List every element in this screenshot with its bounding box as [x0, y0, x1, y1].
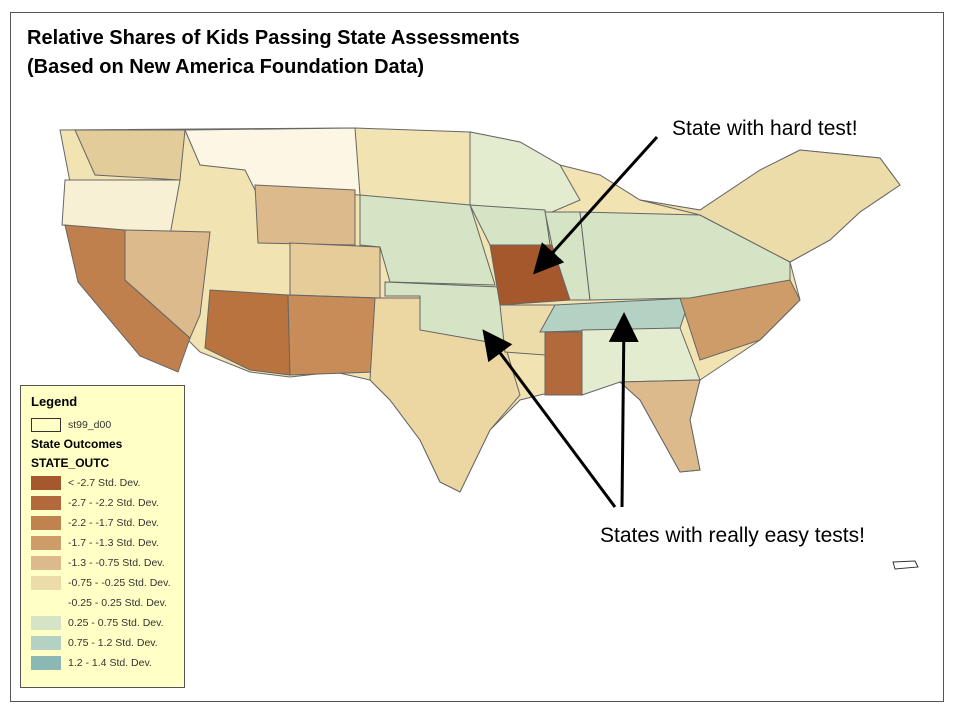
legend-boundary: st99_d00: [31, 415, 184, 435]
legend-class-label: -2.2 - -1.7 Std. Dev.: [68, 517, 159, 529]
legend-swatch: [31, 536, 61, 550]
legend-classes: < -2.7 Std. Dev. -2.7 - -2.2 Std. Dev. -2.…: [31, 473, 184, 673]
legend-class-label: 0.25 - 0.75 Std. Dev.: [68, 617, 164, 629]
legend-class-label: < -2.7 Std. Dev.: [68, 477, 141, 489]
legend-swatch: [31, 656, 61, 670]
title-line-1: Relative Shares of Kids Passing State As…: [27, 27, 520, 49]
state-new-mexico: [287, 294, 376, 376]
legend: Legend st99_d00 State Outcomes STATE_OUT…: [20, 385, 185, 688]
legend-swatch: [31, 616, 61, 630]
state-wyoming: [254, 184, 356, 246]
state-florida: [618, 379, 701, 473]
legend-class-label: 1.2 - 1.4 Std. Dev.: [68, 657, 152, 669]
legend-class: 0.75 - 1.2 Std. Dev.: [31, 633, 184, 653]
legend-swatch: [31, 636, 61, 650]
legend-field: STATE_OUTC: [31, 456, 110, 470]
legend-swatch: [31, 556, 61, 570]
legend-class: < -2.7 Std. Dev.: [31, 473, 184, 493]
legend-layer-title: State Outcomes: [31, 437, 123, 451]
legend-boundary-label: st99_d00: [68, 419, 112, 431]
state-colorado: [289, 242, 381, 299]
legend-swatch: [31, 418, 61, 432]
legend-class: -0.75 - -0.25 Std. Dev.: [31, 573, 184, 593]
legend-class-label: 0.75 - 1.2 Std. Dev.: [68, 637, 158, 649]
state-nevada: [124, 229, 211, 339]
arrow-easy-test-oklahoma: [482, 329, 617, 508]
legend-swatch: [31, 516, 61, 530]
title-line-2: (Based on New America Foundation Data): [27, 56, 425, 78]
legend-swatch: [31, 576, 61, 590]
legend-title: Legend: [31, 394, 78, 409]
legend-swatch: [31, 596, 61, 610]
legend-class-label: -1.3 - -0.75 Std. Dev.: [68, 557, 165, 569]
legend-class-label: -1.7 - -1.3 Std. Dev.: [68, 537, 159, 549]
legend-class-label: -2.7 - -2.2 Std. Dev.: [68, 497, 159, 509]
state-minnesota-wisconsin: [469, 131, 581, 216]
legend-class: -1.7 - -1.3 Std. Dev.: [31, 533, 184, 553]
legend-swatch: [31, 476, 61, 490]
state-illinois: [544, 211, 591, 301]
legend-class: -2.2 - -1.7 Std. Dev.: [31, 513, 184, 533]
state-mississippi: [544, 331, 583, 396]
legend-class: -0.25 - 0.25 Std. Dev.: [31, 593, 184, 613]
legend-swatch: [31, 496, 61, 510]
legend-class-label: -0.25 - 0.25 Std. Dev.: [68, 597, 168, 609]
annotation-hard-test: State with hard test!: [672, 117, 858, 140]
arrow-easy-test-tennessee: [608, 312, 639, 508]
legend-class: -1.3 - -0.75 Std. Dev.: [31, 553, 184, 573]
legend-class: 0.25 - 0.75 Std. Dev.: [31, 613, 184, 633]
annotation-easy-tests: States with really easy tests!: [600, 524, 865, 547]
legend-class-label: -0.75 - -0.25 Std. Dev.: [68, 577, 171, 589]
state-arizona: [204, 289, 291, 376]
puerto-rico: [892, 560, 919, 570]
map-frame: [10, 12, 944, 702]
map-title: Relative Shares of Kids Passing State As…: [27, 24, 520, 82]
legend-class: 1.2 - 1.4 Std. Dev.: [31, 653, 184, 673]
arrow-hard-test: [532, 135, 659, 275]
legend-class: -2.7 - -2.2 Std. Dev.: [31, 493, 184, 513]
state-northeast: [639, 149, 901, 263]
